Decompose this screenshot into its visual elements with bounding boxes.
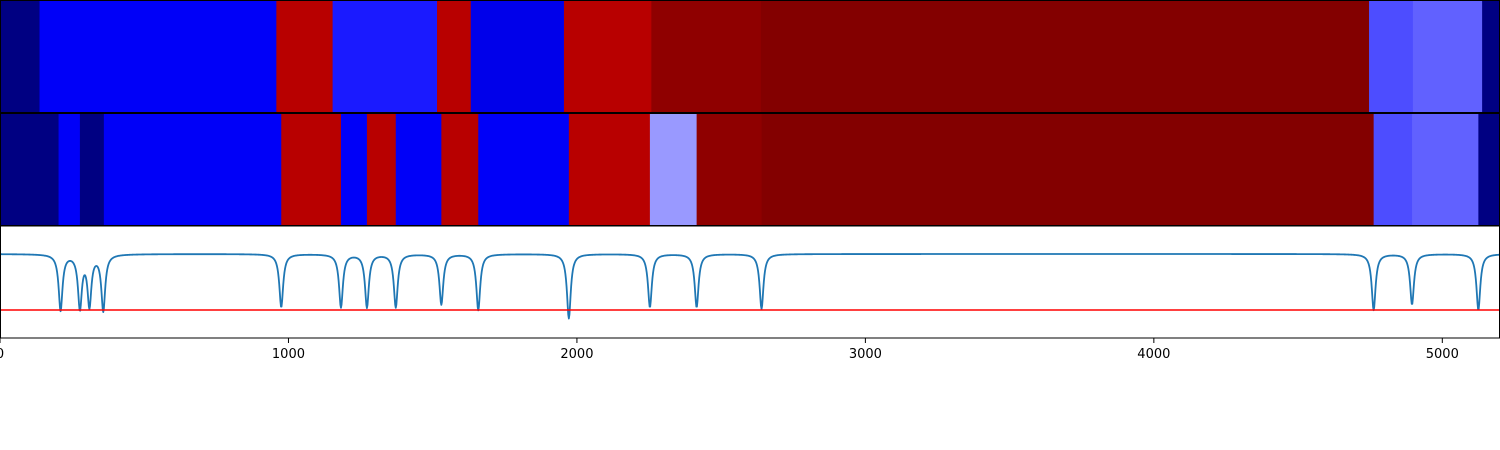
strip-2-segment-16 — [1412, 113, 1479, 225]
strip-2-segment-4 — [103, 113, 282, 225]
strip-2-segment-3 — [79, 113, 105, 225]
strip-1-segment-11 — [1412, 0, 1483, 112]
strip-1-segment-5 — [437, 0, 472, 112]
strip-2-segment-1 — [0, 113, 60, 225]
x-axis: 0 1000 2000 3000 4000 5000 — [0, 338, 1459, 362]
heatmap-strip-2 — [0, 113, 1500, 225]
strip-2-segment-13 — [696, 113, 763, 225]
strip-2-segment-14 — [761, 113, 1375, 225]
strip-2-segment-10 — [478, 113, 570, 225]
strip-1-segment-8 — [651, 0, 762, 112]
strip-1-segment-1 — [0, 0, 41, 112]
signal-panel-background — [0, 226, 1500, 338]
strip-2-segment-11 — [568, 113, 651, 225]
strip-2-segment-15 — [1373, 113, 1413, 225]
strip-2-segment-17 — [1478, 113, 1500, 225]
heatmap-strip-1 — [0, 0, 1500, 112]
x-tick-label-4000: 4000 — [1137, 347, 1170, 362]
strip-1-segment-10 — [1369, 0, 1414, 112]
x-tick-label-0: 0 — [0, 347, 4, 362]
strip-2-segment-6 — [340, 113, 368, 225]
x-tick-label-2000: 2000 — [560, 347, 593, 362]
strip-1-segment-6 — [470, 0, 565, 112]
strip-1-segment-2 — [39, 0, 277, 112]
signal-line — [0, 253, 1500, 320]
strip-2-segment-7 — [366, 113, 397, 225]
strip-1-segment-4 — [332, 0, 438, 112]
strip-1-segment-9 — [760, 0, 1370, 112]
strip-1-segment-12 — [1482, 0, 1500, 112]
strip-2-segment-8 — [395, 113, 442, 225]
strip-2-segment-12 — [649, 113, 698, 225]
strip-2-segment-2 — [58, 113, 81, 225]
x-tick-label-1000: 1000 — [272, 347, 305, 362]
strip-1-segment-7 — [563, 0, 652, 112]
strip-1-segment-3 — [276, 0, 334, 112]
signal-panel — [0, 226, 1500, 338]
x-tick-label-5000: 5000 — [1426, 347, 1459, 362]
x-tick-label-3000: 3000 — [849, 347, 882, 362]
strip-2-segment-5 — [281, 113, 342, 225]
strip-2-segment-9 — [441, 113, 479, 225]
